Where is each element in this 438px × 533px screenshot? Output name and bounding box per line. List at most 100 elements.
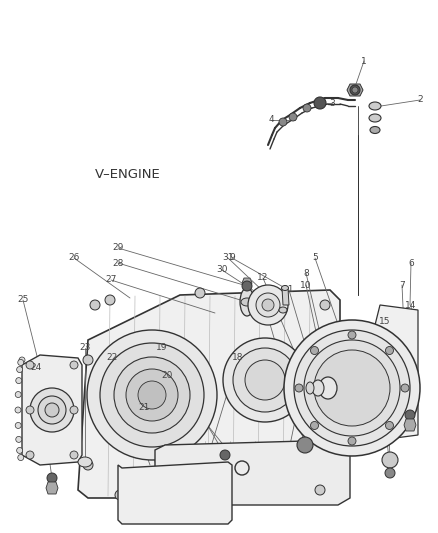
Circle shape — [47, 473, 57, 483]
Circle shape — [15, 407, 21, 413]
Circle shape — [17, 447, 23, 454]
Text: 30: 30 — [216, 265, 228, 274]
Circle shape — [114, 357, 190, 433]
Circle shape — [18, 359, 24, 366]
Circle shape — [83, 355, 93, 365]
Circle shape — [289, 113, 297, 121]
Circle shape — [220, 450, 230, 460]
Text: 9: 9 — [229, 254, 235, 262]
Text: 1: 1 — [361, 56, 367, 66]
Ellipse shape — [279, 307, 287, 313]
Circle shape — [242, 281, 252, 291]
Text: 4: 4 — [268, 116, 274, 125]
Text: 16: 16 — [372, 330, 384, 340]
Ellipse shape — [369, 114, 381, 122]
Circle shape — [26, 451, 34, 459]
Circle shape — [385, 346, 393, 354]
Text: 25: 25 — [18, 295, 28, 304]
Polygon shape — [46, 482, 58, 494]
Text: 24: 24 — [30, 364, 42, 373]
Text: 7: 7 — [399, 280, 405, 289]
Text: 17: 17 — [302, 353, 314, 362]
Circle shape — [16, 437, 22, 442]
Ellipse shape — [370, 126, 380, 133]
Circle shape — [311, 346, 318, 354]
Circle shape — [304, 340, 400, 436]
Text: 28: 28 — [112, 259, 124, 268]
Circle shape — [15, 423, 21, 429]
Circle shape — [18, 455, 24, 461]
Circle shape — [38, 396, 66, 424]
Text: 22: 22 — [106, 353, 118, 362]
Text: 31: 31 — [222, 254, 234, 262]
Polygon shape — [78, 290, 340, 498]
Circle shape — [70, 451, 78, 459]
Ellipse shape — [282, 286, 289, 290]
Circle shape — [233, 348, 297, 412]
Circle shape — [90, 300, 100, 310]
Polygon shape — [155, 440, 350, 505]
Circle shape — [311, 422, 318, 430]
Polygon shape — [404, 419, 416, 431]
Circle shape — [26, 406, 34, 414]
Circle shape — [126, 369, 178, 421]
Circle shape — [248, 285, 288, 325]
Circle shape — [26, 361, 34, 369]
Circle shape — [284, 320, 420, 456]
Circle shape — [328, 340, 338, 350]
Circle shape — [15, 392, 21, 398]
Ellipse shape — [240, 288, 254, 316]
Text: V–ENGINE: V–ENGINE — [95, 168, 161, 182]
Circle shape — [70, 361, 78, 369]
Circle shape — [105, 295, 115, 305]
Circle shape — [385, 468, 395, 478]
Circle shape — [195, 288, 205, 298]
Text: 12: 12 — [257, 273, 268, 282]
Text: 26: 26 — [68, 254, 80, 262]
Circle shape — [320, 300, 330, 310]
Text: 19: 19 — [156, 343, 168, 352]
Circle shape — [195, 490, 205, 500]
Polygon shape — [242, 278, 252, 288]
Circle shape — [348, 331, 356, 339]
Circle shape — [30, 388, 74, 432]
Circle shape — [382, 452, 398, 468]
Circle shape — [315, 485, 325, 495]
Circle shape — [17, 367, 23, 373]
Text: 21: 21 — [138, 403, 150, 413]
Circle shape — [385, 422, 393, 430]
Circle shape — [328, 440, 338, 450]
Circle shape — [328, 385, 338, 395]
Text: 20: 20 — [161, 370, 173, 379]
Circle shape — [83, 460, 93, 470]
Circle shape — [138, 381, 166, 409]
Circle shape — [16, 377, 22, 384]
Circle shape — [314, 350, 390, 426]
Text: 3: 3 — [329, 99, 335, 108]
Circle shape — [401, 384, 409, 392]
Circle shape — [265, 288, 275, 298]
Text: 23: 23 — [79, 343, 91, 352]
Circle shape — [100, 343, 204, 447]
Circle shape — [262, 299, 274, 311]
Circle shape — [314, 97, 326, 109]
Ellipse shape — [312, 380, 324, 396]
Circle shape — [45, 403, 59, 417]
Circle shape — [70, 406, 78, 414]
Polygon shape — [282, 288, 289, 305]
Circle shape — [294, 330, 410, 446]
Ellipse shape — [369, 102, 381, 110]
Circle shape — [245, 360, 285, 400]
Polygon shape — [22, 355, 82, 465]
Ellipse shape — [78, 457, 92, 467]
Text: 18: 18 — [232, 353, 244, 362]
Circle shape — [405, 410, 415, 420]
Circle shape — [115, 490, 125, 500]
Circle shape — [350, 85, 360, 95]
Circle shape — [256, 293, 280, 317]
Circle shape — [223, 338, 307, 422]
Text: 13: 13 — [255, 288, 267, 297]
Ellipse shape — [306, 382, 314, 394]
Circle shape — [87, 330, 217, 460]
Circle shape — [303, 104, 311, 112]
